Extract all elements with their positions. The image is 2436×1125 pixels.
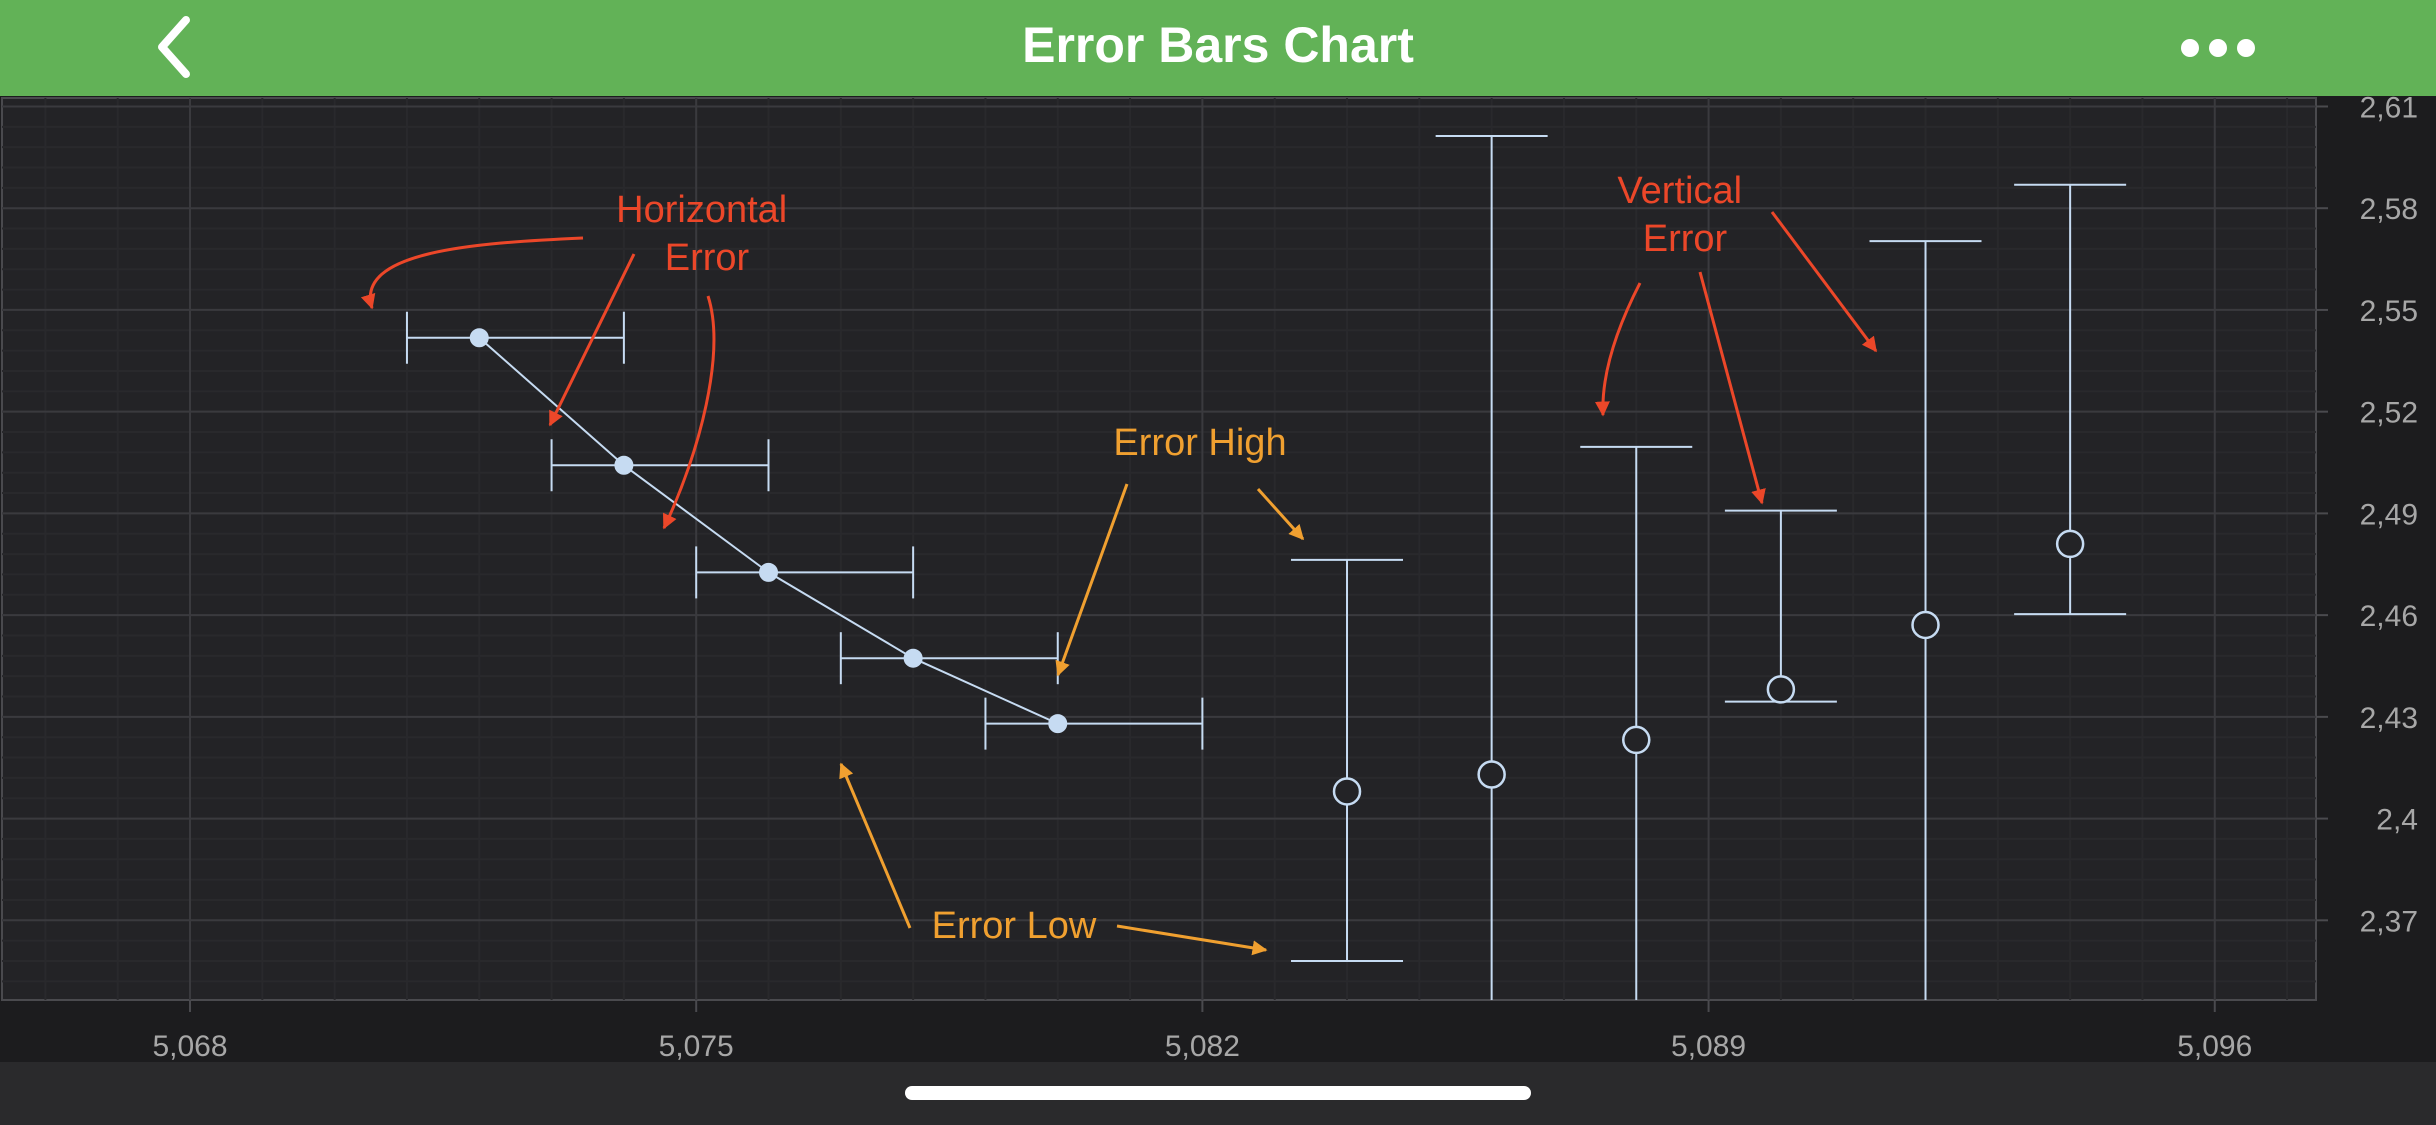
data-point xyxy=(759,562,779,582)
x-tick-label: 5,089 xyxy=(1671,1030,1746,1062)
y-axis-labels: 2,61 2,58 2,55 2,52 2,49 2,46 2,43 2,4 2,37 xyxy=(2360,91,2418,938)
arrow-vertical-error-3 xyxy=(1770,211,1878,353)
annotation-vertical-error-line-1: Vertical xyxy=(1617,170,1742,212)
axis-ticks xyxy=(189,105,2328,1012)
arrow-vertical-error-1 xyxy=(1594,282,1642,417)
plot-area[interactable] xyxy=(1,97,2317,1001)
home-indicator[interactable] xyxy=(905,1086,1531,1100)
annotation-horizontal-error: Horizontal Error xyxy=(616,189,798,279)
annotation-horizontal-error-line-2: Error xyxy=(665,237,750,279)
series-layer xyxy=(405,134,2127,1000)
y-tick-label: 2,46 xyxy=(2360,600,2418,633)
y-tick-label: 2,49 xyxy=(2360,498,2418,531)
navigation-bar: Error Bars Chart xyxy=(0,0,2436,96)
data-point xyxy=(2055,529,2085,559)
x-tick-label: 5,068 xyxy=(152,1030,227,1062)
arrow-error-high-1 xyxy=(1055,483,1129,677)
arrow-horizontal-error-3 xyxy=(662,295,716,530)
annotation-vertical-error-line-2: Error xyxy=(1643,218,1728,260)
arrow-error-low-2 xyxy=(1116,924,1268,956)
page-title: Error Bars Chart xyxy=(1022,17,1414,73)
series-vertical xyxy=(1291,134,2127,1000)
annotation-vertical-error: Vertical Error xyxy=(1617,170,1752,260)
y-tick-label: 2,61 xyxy=(2360,96,2418,124)
x-tick-label: 5,075 xyxy=(659,1030,734,1062)
data-point xyxy=(469,328,489,348)
x-tick-label: 5,082 xyxy=(1165,1030,1240,1062)
data-point xyxy=(1477,760,1506,789)
y-tick-label: 2,37 xyxy=(2360,905,2418,938)
chart-area: 5,068 5,075 5,082 5,089 5,096 2,61 2,58 2,55 2,… xyxy=(0,91,2436,1063)
chevron-left-icon xyxy=(158,16,190,78)
arrow-vertical-error-2 xyxy=(1698,271,1766,505)
x-axis-labels: 5,068 5,075 5,082 5,089 5,096 xyxy=(152,1030,2252,1063)
y-tick-label: 2,4 xyxy=(2376,804,2418,837)
y-tick-label: 2,58 xyxy=(2360,193,2418,226)
data-point xyxy=(1911,610,1940,640)
data-point xyxy=(903,648,923,668)
y-tick-label: 2,43 xyxy=(2360,702,2418,735)
data-point xyxy=(1766,675,1796,704)
arrow-horizontal-error-2 xyxy=(548,253,636,427)
data-point xyxy=(1622,725,1651,755)
y-tick-label: 2,55 xyxy=(2360,295,2418,328)
annotations: Horizontal Error Vertical Error Error Hi… xyxy=(360,170,1878,956)
annotation-error-low: Error Low xyxy=(932,905,1097,947)
arrow-error-high-2 xyxy=(1256,487,1305,541)
data-point xyxy=(1048,714,1068,734)
data-point xyxy=(614,455,634,475)
back-button[interactable] xyxy=(140,12,210,82)
ellipsis-icon xyxy=(2181,39,2255,57)
y-tick-label: 2,52 xyxy=(2360,397,2418,430)
annotation-horizontal-error-line-1: Horizontal xyxy=(616,189,787,231)
arrow-horizontal-error-1 xyxy=(360,236,584,310)
annotation-error-high: Error High xyxy=(1113,422,1286,464)
arrow-error-low-1 xyxy=(839,762,912,929)
more-button[interactable] xyxy=(2170,20,2270,76)
error-bars-chart: 5,068 5,075 5,082 5,089 5,096 2,612,582,552,… xyxy=(0,91,2436,1063)
data-point xyxy=(1332,777,1362,806)
x-tick-label: 5,096 xyxy=(2177,1030,2252,1062)
